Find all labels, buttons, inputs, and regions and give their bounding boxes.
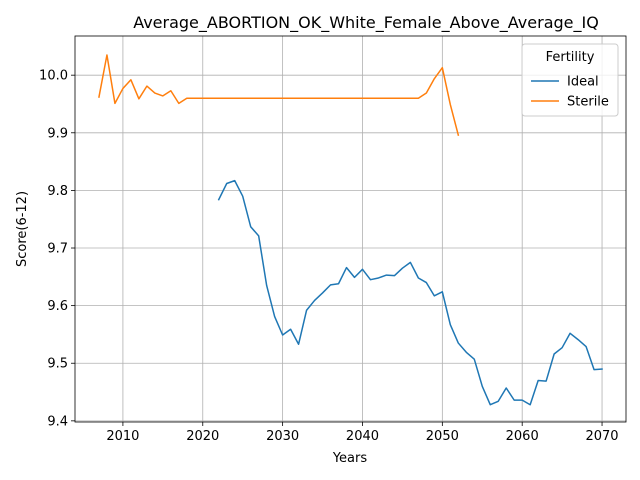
legend-frame	[521, 43, 619, 117]
x-tick-label: 2030	[266, 429, 299, 444]
y-tick-label: 9.5	[47, 357, 68, 372]
y-tick-label: 9.4	[47, 414, 68, 429]
y-axis-ticks: 9.4 9.5 9.6 9.7 9.8 9.9 10.0	[39, 69, 75, 429]
axes-frame	[74, 35, 627, 423]
legend-label-sterile: Sterile	[567, 95, 609, 110]
x-tick-label: 2050	[426, 429, 459, 444]
series-line-sterile	[98, 54, 460, 137]
legend-entries: Ideal Sterile	[531, 75, 609, 110]
x-tick-label: 2010	[106, 429, 139, 444]
x-tick-label: 2040	[346, 429, 379, 444]
y-tick-label: 9.8	[47, 184, 68, 199]
y-tick-label: 9.6	[47, 299, 68, 314]
y-axis-label: Score(6-12)	[15, 191, 30, 267]
legend: Fertility Ideal Sterile	[521, 43, 619, 117]
x-axis-label: Years	[332, 451, 368, 466]
legend-title: Fertility	[546, 50, 595, 65]
chart-title: Average_ABORTION_OK_White_Female_Above_A…	[133, 13, 599, 33]
series-line-ideal	[217, 179, 603, 406]
x-tick-label: 2020	[186, 429, 219, 444]
x-tick-label: 2070	[585, 429, 618, 444]
x-axis-ticks: 2010 2020 2030 2040 2050 2060 2070	[106, 422, 619, 444]
y-tick-label: 10.0	[39, 69, 68, 84]
series-lines	[98, 54, 603, 406]
legend-label-ideal: Ideal	[567, 75, 599, 90]
x-tick-label: 2060	[506, 429, 539, 444]
y-tick-label: 9.7	[47, 242, 68, 257]
y-tick-label: 9.9	[47, 126, 68, 141]
